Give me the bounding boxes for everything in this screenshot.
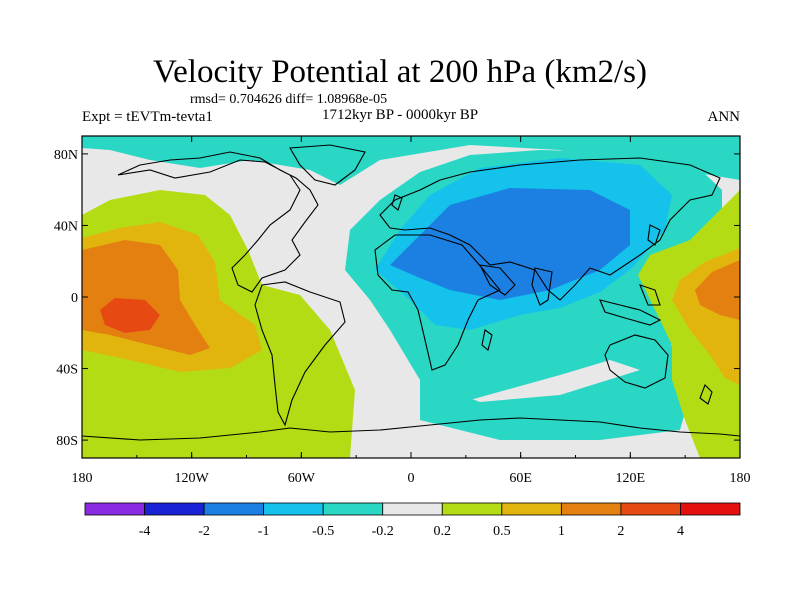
contour-level-2-east-pacific — [100, 298, 160, 333]
latitude-axis: 80N 40N 0 40S 80S — [54, 148, 740, 449]
colorbar-label: 0.2 — [434, 524, 452, 539]
lat-tick-label: 80S — [56, 434, 78, 449]
colorbar-swatch — [620, 502, 681, 516]
colorbar-label: -0.2 — [372, 524, 394, 539]
colorbar-swatch — [203, 502, 265, 516]
lon-tick-label: 180 — [72, 471, 93, 486]
lon-tick-label: 60W — [288, 471, 316, 486]
longitude-axis: 180 120W 60W 0 60E 120E 180 — [72, 136, 751, 486]
contour-level-minus-1 — [390, 188, 630, 300]
colorbar-label: 4 — [677, 524, 684, 539]
colorbar-swatch — [501, 502, 562, 516]
colorbar-label: -0.5 — [312, 524, 334, 539]
lon-tick-label: 60E — [509, 471, 532, 486]
lat-tick-label: 80N — [54, 148, 78, 163]
season-label: ANN — [707, 109, 741, 125]
lat-tick-label: 40N — [54, 219, 78, 234]
colorbar-swatch — [441, 502, 503, 516]
colorbar-label: 1 — [558, 524, 565, 539]
colorbar: -4 -2 -1 -0.5 -0.2 0.2 0.5 1 2 4 — [84, 502, 741, 539]
contour-level-minus-0-2-north — [82, 136, 740, 185]
contour-field — [82, 136, 740, 458]
lon-tick-label: 120W — [175, 471, 210, 486]
colorbar-label: -2 — [198, 524, 210, 539]
contour-level-1-west-pacific — [695, 260, 740, 320]
lon-tick-label: 120E — [616, 471, 646, 486]
colorbar-swatch — [680, 502, 741, 516]
contour-level-minus-0-2-south — [420, 330, 700, 440]
contour-level-0-2-small-spot — [235, 296, 255, 308]
experiment-label: Expt = tEVTm-tevta1 — [82, 109, 213, 125]
coastlines — [82, 144, 740, 441]
stats-text: rmsd= 0.704626 diff= 1.08968e-05 — [190, 92, 388, 107]
map-title: Velocity Potential at 200 hPa (km2/s) — [152, 54, 648, 90]
colorbar-swatch — [84, 502, 145, 516]
lat-tick-label: 40S — [56, 363, 78, 378]
colorbar-swatch — [144, 502, 205, 516]
colorbar-label: 2 — [617, 524, 624, 539]
lon-tick-label: 0 — [408, 471, 415, 486]
colorbar-label: -4 — [139, 524, 151, 539]
period-label: 1712kyr BP - 0000kyr BP — [321, 107, 479, 123]
lat-tick-label: 0 — [71, 291, 78, 306]
colorbar-label: -1 — [258, 524, 270, 539]
colorbar-swatch — [322, 502, 384, 516]
colorbar-swatch — [382, 502, 443, 516]
colorbar-swatch — [263, 502, 324, 516]
lon-tick-label: 180 — [730, 471, 751, 486]
colorbar-swatch — [560, 502, 622, 516]
colorbar-label: 0.5 — [493, 524, 511, 539]
